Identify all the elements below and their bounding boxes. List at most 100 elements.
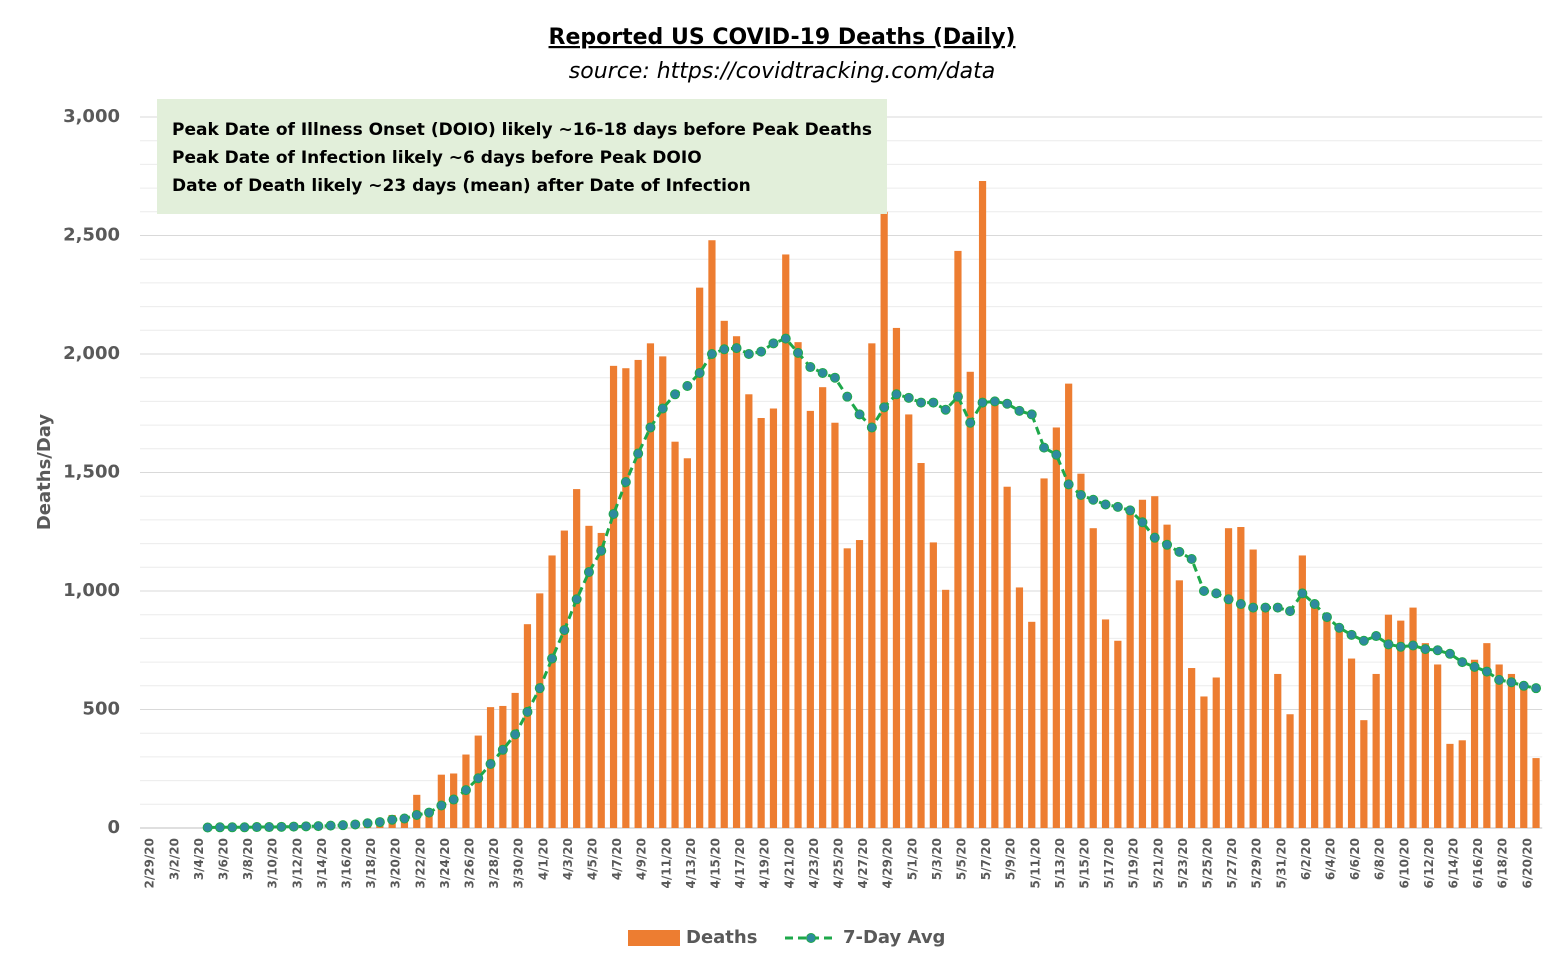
avg-marker <box>313 821 324 832</box>
bar <box>1028 621 1036 828</box>
bar <box>880 211 888 829</box>
y-tick-label: 500 <box>82 699 120 720</box>
avg-marker <box>337 820 348 831</box>
avg-marker <box>1235 599 1246 610</box>
avg-marker <box>436 800 447 811</box>
x-tick-label: 3/24/20 <box>438 838 452 889</box>
bar <box>1298 555 1306 828</box>
x-tick-label: 4/5/20 <box>585 838 599 880</box>
bar <box>646 343 655 828</box>
bar <box>1360 720 1368 828</box>
avg-marker <box>866 422 877 433</box>
avg-marker <box>817 367 828 378</box>
x-tick-label: 5/1/20 <box>905 838 919 880</box>
avg-marker <box>1494 674 1505 685</box>
avg-marker <box>1248 602 1259 613</box>
x-tick-label: 4/27/20 <box>856 838 870 889</box>
avg-marker <box>1260 602 1271 613</box>
bar <box>819 387 827 828</box>
x-tick-label: 4/23/20 <box>807 838 821 889</box>
bar <box>1212 677 1220 828</box>
bar <box>1384 614 1393 828</box>
bar <box>659 356 667 828</box>
avg-marker <box>1039 442 1050 453</box>
bar <box>917 463 925 828</box>
chart-title: Reported US COVID-19 Deaths (Daily) <box>549 25 1016 50</box>
bar <box>696 287 704 828</box>
bar <box>523 624 532 828</box>
grid <box>140 116 1543 829</box>
avg-marker <box>1285 606 1296 617</box>
x-tick-label: 3/14/20 <box>315 838 329 889</box>
x-tick-label: 5/3/20 <box>930 838 944 880</box>
avg-marker <box>706 349 717 359</box>
bar <box>1286 714 1294 828</box>
x-tick-label: 4/13/20 <box>684 838 698 889</box>
bar <box>905 414 913 828</box>
x-tick-label: 4/21/20 <box>782 838 796 889</box>
bar <box>1507 673 1516 828</box>
bar <box>499 705 507 828</box>
bar <box>1101 619 1110 828</box>
avg-marker <box>399 813 410 824</box>
avg-marker <box>633 448 644 459</box>
avg-marker <box>891 389 902 400</box>
bar <box>1446 743 1454 828</box>
avg-marker <box>1149 532 1160 543</box>
bar <box>954 250 962 828</box>
avg-marker <box>854 409 865 420</box>
bar <box>609 365 618 828</box>
x-tick-label: 5/9/20 <box>1004 838 1018 880</box>
avg-marker <box>1408 640 1419 651</box>
bar <box>585 525 593 828</box>
x-tick-label: 4/25/20 <box>831 838 845 889</box>
bar <box>671 441 679 828</box>
bar <box>1151 496 1159 828</box>
avg-marker <box>657 403 668 414</box>
avg-marker <box>1014 405 1025 416</box>
avg-marker <box>879 402 890 413</box>
legend: Deaths 7-Day Avg <box>628 927 945 948</box>
x-tick-label: 3/26/20 <box>462 838 476 889</box>
avg-marker <box>608 508 619 519</box>
bar <box>1052 427 1060 828</box>
x-tick-label: 4/7/20 <box>610 838 624 880</box>
x-tick-label: 3/2/20 <box>167 838 181 880</box>
bar <box>1335 628 1343 828</box>
x-tick-label: 5/7/20 <box>979 838 993 880</box>
x-tick-label: 5/5/20 <box>954 838 968 880</box>
bar <box>1040 478 1048 828</box>
avg-marker <box>1531 683 1542 694</box>
annotation-box <box>157 99 887 214</box>
bar <box>425 809 433 828</box>
avg-marker <box>424 807 435 818</box>
chart-subtitle: source: https://covidtracking.com/data <box>569 59 995 84</box>
bar <box>1114 640 1122 828</box>
x-tick-label: 5/23/20 <box>1176 838 1190 889</box>
x-tick-label: 3/4/20 <box>192 838 206 880</box>
x-tick-label: 4/9/20 <box>635 838 649 880</box>
avg-marker <box>977 397 988 408</box>
bar <box>511 692 519 828</box>
x-tick-label: 5/31/20 <box>1274 838 1288 889</box>
bar <box>806 410 814 828</box>
bar <box>597 532 605 828</box>
avg-marker <box>1137 517 1148 528</box>
avg-marker <box>989 396 1000 407</box>
avg-marker <box>768 338 779 349</box>
avg-marker <box>264 822 275 833</box>
bar <box>769 408 778 828</box>
bar <box>942 589 950 828</box>
legend-swatch <box>628 930 680 946</box>
x-tick-label: 4/17/20 <box>733 838 747 889</box>
bar <box>1163 524 1171 828</box>
avg-marker <box>362 818 373 829</box>
bar <box>1188 668 1196 828</box>
bar <box>1470 659 1479 828</box>
bar <box>794 342 802 828</box>
avg-marker <box>1174 546 1185 557</box>
bar <box>708 240 716 829</box>
avg-marker <box>387 814 398 825</box>
x-tick-label: 3/22/20 <box>413 838 427 889</box>
